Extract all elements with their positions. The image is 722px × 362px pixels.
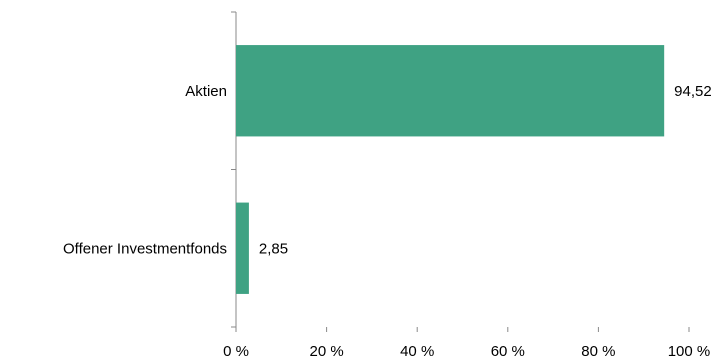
chart-bars	[236, 45, 665, 294]
x-tick-label: 60 %	[491, 343, 525, 360]
x-tick-label: 40 %	[400, 343, 434, 360]
bar	[236, 202, 249, 294]
x-tick-label: 0 %	[223, 343, 249, 360]
x-tick-label: 100 %	[668, 343, 711, 360]
chart-labels: 0 % 20 % 40 % 60 % 80 % 100 % Aktien 94,52 Offen…	[63, 83, 712, 360]
x-tick-label: 20 %	[309, 343, 343, 360]
x-tick-label: 80 %	[581, 343, 615, 360]
data-label: 94,52	[674, 83, 712, 100]
category-label: Offener Investmentfonds	[63, 240, 227, 257]
bar	[236, 45, 665, 137]
data-label: 2,85	[259, 240, 288, 257]
category-label: Aktien	[185, 83, 227, 100]
